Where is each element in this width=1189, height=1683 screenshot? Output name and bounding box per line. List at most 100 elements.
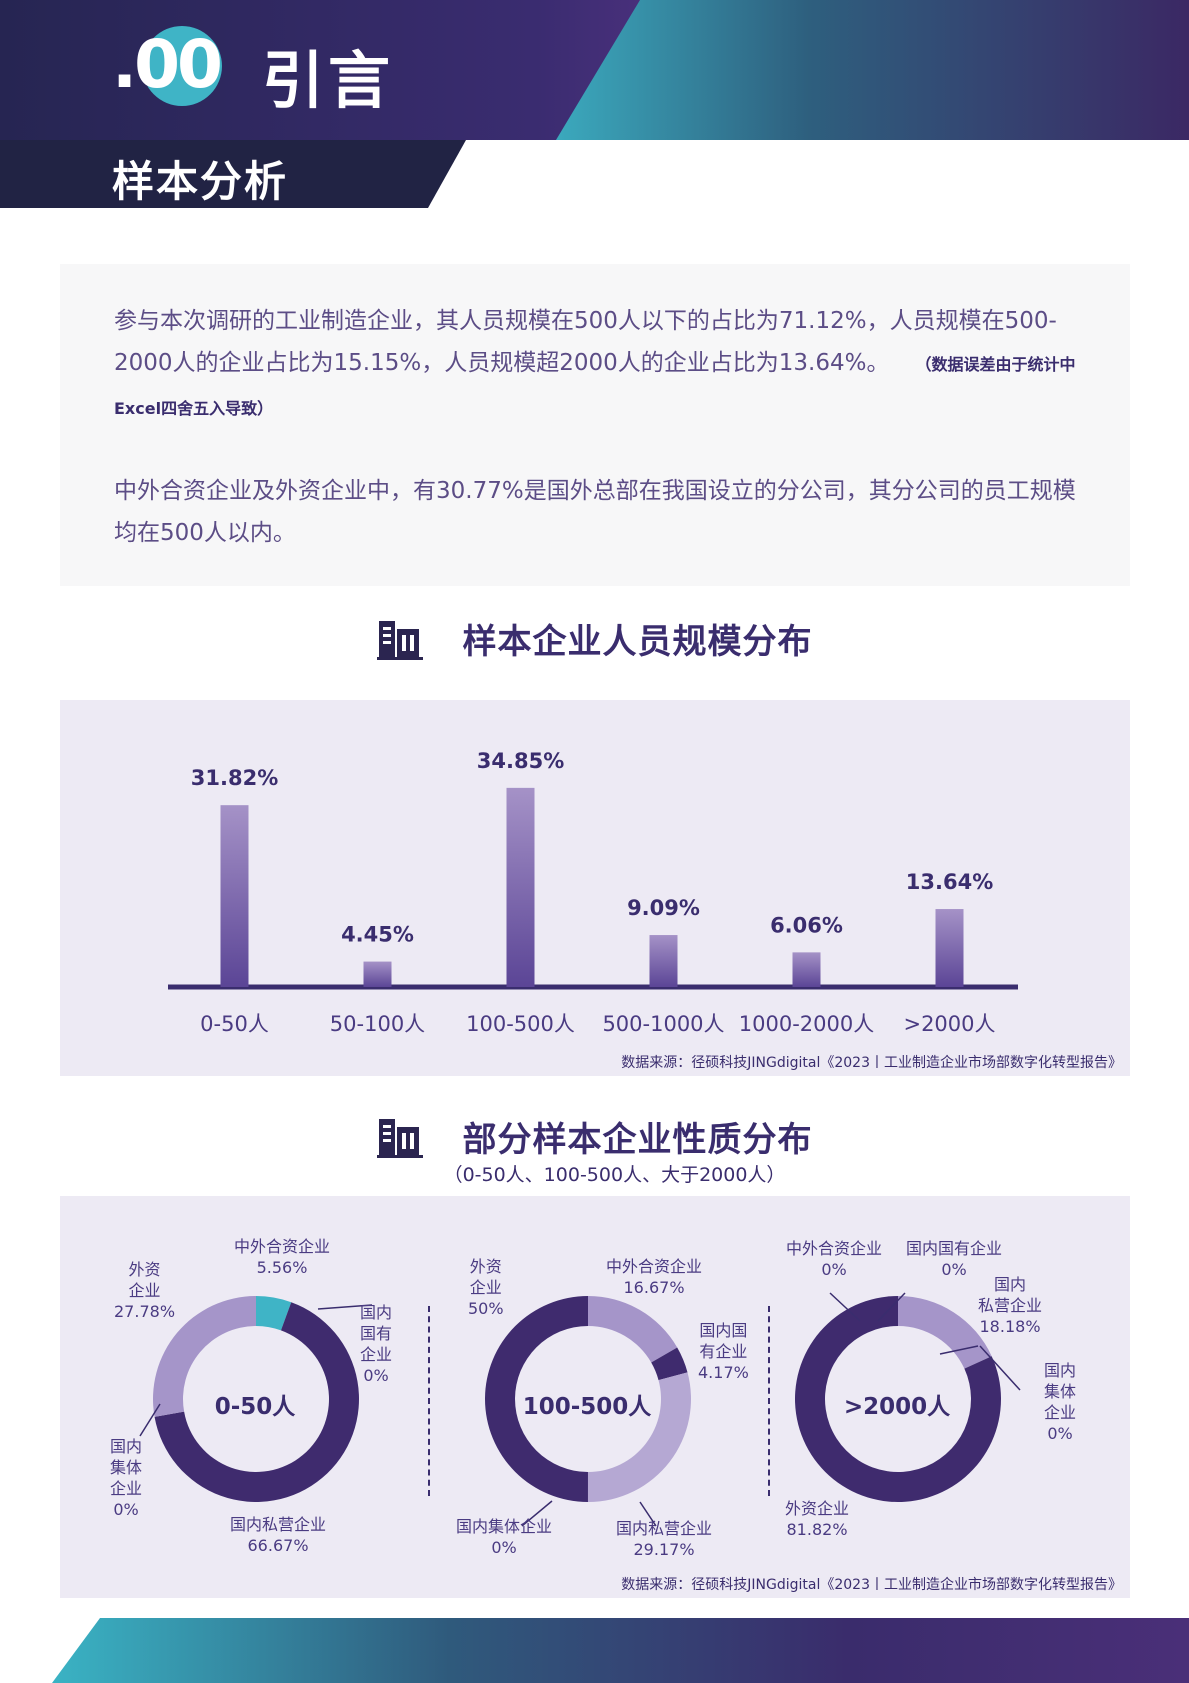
- bar: [363, 961, 392, 987]
- donut-2-label-foreign: 外资 企业 50%: [468, 1257, 504, 1318]
- section-2-title: 部分样本企业性质分布: [462, 1120, 813, 1160]
- donut-2-label-soe: 国内国 有企业 4.17%: [698, 1321, 749, 1382]
- footer-band: [52, 1618, 1189, 1683]
- label-name: 国内国有企业: [906, 1239, 1003, 1258]
- x-tick-label: 0-50人: [200, 1012, 269, 1036]
- bar: [506, 787, 535, 987]
- bar: [935, 909, 964, 987]
- donut-3-label-soe: 国内国有企业 0%: [906, 1239, 1003, 1279]
- leader-line: [317, 1304, 373, 1310]
- label-value: 4.17: [698, 1363, 734, 1382]
- label-value: 29.17: [633, 1540, 680, 1559]
- donut-3-label-jv: 中外合资企业 0%: [786, 1239, 883, 1279]
- bar-chart: 31.82% 0-50人 4.45% 50-100人 34.85% 100-500人 9.0…: [168, 749, 1018, 1036]
- intro-note: （数据误差由于统计中Excel四舍五入导致）: [114, 355, 1076, 418]
- section-number-circle: [142, 26, 222, 106]
- section-1-title: 样本企业人员规模分布: [462, 622, 813, 662]
- divider-2: [768, 1306, 770, 1496]
- label-value: 0: [491, 1538, 502, 1557]
- label-name: 中外合资企业: [786, 1239, 883, 1258]
- donut-1-center-label: 0-50人: [214, 1394, 296, 1420]
- leader-line: [939, 1345, 979, 1355]
- label-value: 0: [941, 1260, 952, 1279]
- donut-slice: [256, 1296, 292, 1331]
- label-value: 50: [468, 1299, 489, 1318]
- donut-3-center-label: >2000人: [843, 1394, 951, 1420]
- label-name: 中外合资企业: [606, 1257, 703, 1276]
- donut-1-label-private: 国内私营企业 66.67%: [230, 1515, 327, 1555]
- page-title: 引言: [262, 44, 395, 117]
- x-tick-label: 500-1000人: [602, 1012, 724, 1036]
- label-name: 国内集体企业: [456, 1517, 553, 1536]
- label-name: 外资企业: [785, 1499, 850, 1518]
- building-icon: [376, 620, 423, 660]
- section-2-subtitle: （0-50人、100-500人、大于2000人）: [443, 1164, 786, 1186]
- divider-1: [428, 1306, 430, 1496]
- label-value: 16.67: [623, 1278, 670, 1297]
- label-value: 18.18: [979, 1317, 1026, 1336]
- donut-slice: [485, 1296, 588, 1502]
- leader-line: [521, 1500, 553, 1527]
- label-name: 国内私营企业: [230, 1515, 327, 1534]
- donut-2-label-jv: 中外合资企业 16.67%: [606, 1257, 703, 1297]
- donut-2-label-private: 国内私营企业 29.17%: [616, 1519, 713, 1559]
- bar-value-label: 31.82%: [191, 766, 278, 790]
- donut-slice: [898, 1296, 992, 1369]
- label-value: 0: [1047, 1424, 1058, 1443]
- donut-3-label-private: 国内 私营企业 18.18%: [978, 1275, 1043, 1336]
- donut-slice: [587, 1372, 691, 1502]
- donut-3-label-foreign: 外资企业 81.82%: [785, 1499, 850, 1539]
- bar: [220, 805, 249, 987]
- section-1-heading: 样本企业人员规模分布: [0, 614, 1189, 665]
- intro-box: 参与本次调研的工业制造企业，其人员规模在500人以下的占比为71.12%，人员规…: [60, 264, 1130, 586]
- bar-value-label: 13.64%: [906, 870, 993, 894]
- donut-charts: [139, 1292, 1021, 1527]
- label-value: 5.56: [256, 1258, 293, 1277]
- label-value: 0: [113, 1500, 124, 1519]
- label-value: 66.67: [247, 1536, 294, 1555]
- x-tick-label: 1000-2000人: [739, 1012, 874, 1036]
- label-value: 0: [363, 1366, 374, 1385]
- intro-paragraph-1-text: 参与本次调研的工业制造企业，其人员规模在500人以下的占比为71.12%，人员规…: [114, 308, 1057, 376]
- leader-line: [979, 1345, 1021, 1391]
- bar-value-label: 9.09%: [627, 896, 700, 920]
- x-tick-label: >2000人: [903, 1012, 995, 1036]
- leader-line: [639, 1501, 657, 1527]
- donut-2-label-collective: 国内集体企业 0%: [456, 1517, 553, 1557]
- donut-slice: [651, 1347, 688, 1381]
- header-background: [0, 0, 1189, 208]
- bar: [649, 935, 678, 987]
- label-name: 国内私营企业: [616, 1519, 713, 1538]
- x-tick-label: 100-500人: [466, 1012, 575, 1036]
- bar-value-label: 4.45%: [341, 923, 414, 947]
- donut-1-label-collective: 国内 集体 企业 0%: [110, 1437, 143, 1519]
- bar-value-label: 34.85%: [477, 749, 564, 773]
- page-header: .00 引言 样本分析: [0, 0, 1189, 208]
- donut-slice: [588, 1296, 678, 1363]
- donut-3-label-collective: 国内 集体 企业 0%: [1044, 1361, 1077, 1443]
- label-name: 中外合资企业: [234, 1237, 331, 1256]
- donut-1-label-foreign: 外资 企业 27.78%: [114, 1260, 176, 1321]
- leader-line: [877, 1292, 906, 1322]
- leader-line: [139, 1403, 161, 1437]
- section-2-heading: 部分样本企业性质分布: [0, 1112, 1189, 1163]
- intro-paragraph-1: 参与本次调研的工业制造企业，其人员规模在500人以下的占比为71.12%，人员规…: [114, 300, 1076, 430]
- donut-2-center-label: 100-500人: [522, 1394, 652, 1420]
- donut-1-label-soe: 国内 国有 企业 0%: [360, 1303, 393, 1385]
- chart-1-source: 数据来源：径硕科技JINGdigital《2023丨工业制造企业市场部数字化转型…: [621, 1055, 1122, 1071]
- bar-chart-panel: 31.82% 0-50人 4.45% 50-100人 34.85% 100-500人 9.0…: [60, 700, 1130, 1076]
- donut-slice: [154, 1302, 359, 1502]
- label-value: 27.78: [114, 1302, 160, 1321]
- page-subtitle: 样本分析: [112, 157, 289, 206]
- label-value: 81.82: [786, 1520, 833, 1539]
- bar-value-label: 6.06%: [770, 913, 843, 937]
- section-number: .00: [112, 24, 223, 106]
- chart-2-source: 数据来源：径硕科技JINGdigital《2023丨工业制造企业市场部数字化转型…: [621, 1577, 1122, 1593]
- section-number-text: .00: [112, 26, 223, 103]
- donut-charts-panel: 0-50人 中外合资企业 5.56% 国内 国有 企业 0% 国内私营企业 66.67% …: [60, 1196, 1130, 1598]
- intro-paragraph-2: 中外合资企业及外资企业中，有30.77%是国外总部在我国设立的分公司，其分公司的…: [114, 478, 1076, 546]
- label-value: 0: [821, 1260, 832, 1279]
- leader-line: [829, 1292, 861, 1322]
- donut-1-label-jv: 中外合资企业 5.56%: [234, 1237, 331, 1277]
- bar: [792, 952, 821, 987]
